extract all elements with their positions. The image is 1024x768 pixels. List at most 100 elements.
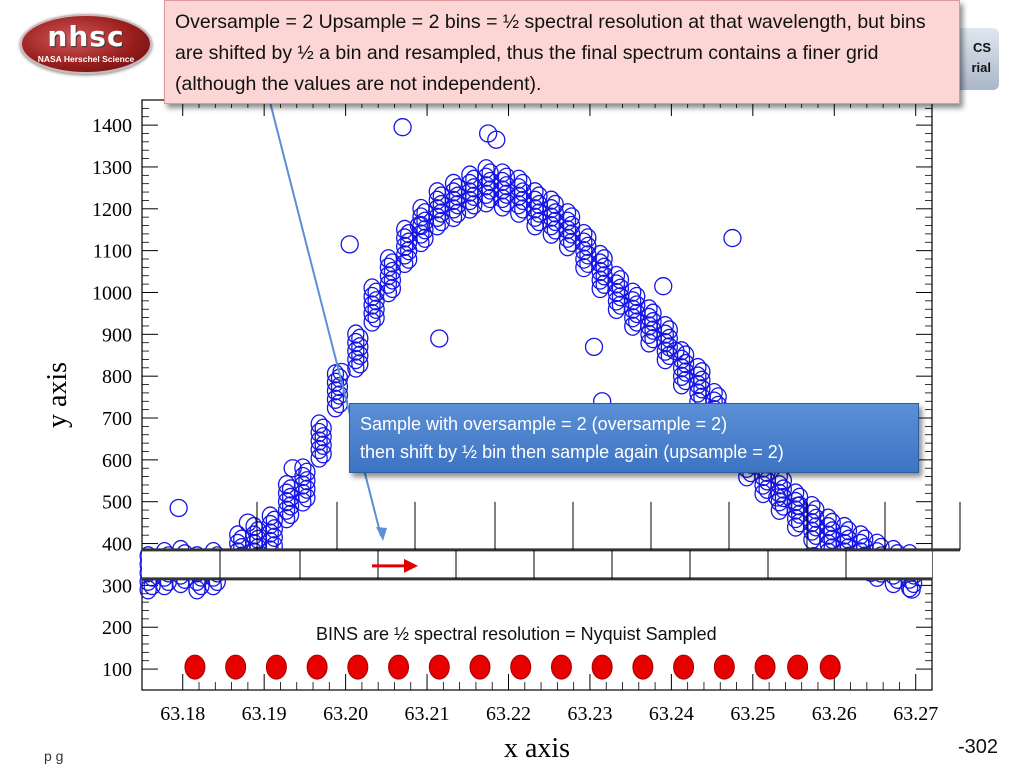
scatter-cluster (310, 414, 332, 468)
scatter-point (542, 190, 560, 210)
scatter-point (542, 199, 560, 219)
scatter-point (428, 216, 446, 236)
scatter-point (607, 274, 626, 294)
bin-dot (306, 654, 328, 680)
scatter-point (693, 379, 711, 399)
scatter-point (644, 312, 662, 332)
y-tick-label: 600 (102, 450, 132, 472)
scatter-point (261, 523, 279, 543)
bin-dot (428, 654, 450, 680)
bin-dot (347, 654, 369, 680)
bin-dot (469, 654, 491, 680)
scatter-point (310, 414, 328, 434)
y-tick-label: 1200 (92, 199, 132, 221)
logo-subtitle: NASA Herschel Science (37, 54, 135, 64)
scatter-point (310, 431, 328, 451)
scatter-point (676, 345, 695, 365)
scatter-point (379, 249, 398, 269)
scatter-point (310, 422, 328, 443)
bin-dot (184, 654, 206, 680)
y-tick-label: 1300 (92, 157, 132, 179)
scatter-point (839, 521, 858, 541)
outlier-point (584, 337, 604, 357)
scatter-point (660, 328, 678, 349)
scatter-point (542, 216, 560, 236)
scatter-point (660, 337, 678, 357)
scatter-point (591, 278, 609, 299)
pointer-arrow-head (376, 527, 387, 541)
scatter-point (526, 182, 544, 202)
bin-dot (673, 654, 695, 680)
scatter-point (396, 228, 414, 248)
scatter-point (298, 479, 316, 499)
scatter-point (481, 171, 499, 192)
plot-frame (141, 99, 933, 691)
outlier-point (723, 228, 742, 248)
scatter-point (379, 257, 398, 277)
scatter-point (432, 211, 450, 232)
scatter-point (265, 527, 283, 547)
scatter-point (379, 283, 398, 303)
scatter-point (607, 265, 626, 286)
bin-dot (754, 654, 776, 680)
scatter-point (351, 337, 369, 357)
y-tick-label: 900 (102, 324, 132, 346)
scatter-point (363, 303, 381, 324)
scatter-point (510, 195, 528, 215)
bin-dot (510, 654, 532, 680)
x-tick-label: 63.20 (323, 703, 368, 725)
scatter-point (624, 282, 642, 302)
scatter-cluster (624, 282, 646, 336)
scatter-point (363, 295, 381, 315)
scatter-point (611, 270, 630, 290)
scatter-point (139, 580, 157, 600)
scatter-point (265, 519, 283, 539)
outlier-point (788, 496, 807, 516)
outlier-point (768, 488, 787, 507)
scatter-point (281, 504, 300, 525)
outlier-point (340, 235, 359, 254)
scatter-point (660, 320, 678, 340)
bin-dot (591, 654, 613, 680)
scatter-cluster (444, 173, 467, 228)
scatter-point (367, 308, 385, 328)
bin-dot (388, 654, 410, 680)
scatter-point (477, 167, 495, 187)
scatter-point (481, 163, 499, 183)
y-tick-label: 1000 (92, 282, 132, 304)
scatter-cluster (379, 249, 402, 303)
outlier-point (393, 118, 412, 137)
scatter-point (298, 462, 316, 482)
scatter-point (562, 207, 581, 227)
scatter-point (347, 358, 365, 378)
y-tick-label: 1400 (92, 115, 132, 137)
scatter-point (579, 228, 597, 248)
scatter-point (611, 278, 630, 298)
scatter-point (477, 176, 495, 196)
x-tick-label: 63.25 (730, 703, 775, 725)
scatter-point (558, 211, 577, 231)
bin-dot (225, 654, 247, 680)
outlier-point (283, 459, 302, 478)
scatter-point (575, 249, 593, 269)
y-tick-label: 200 (102, 617, 132, 639)
scatter-point (477, 159, 495, 179)
scatter-point (656, 324, 674, 344)
outlier-point (409, 216, 429, 235)
scatter-cluster (363, 278, 385, 332)
x-tick-label: 63.23 (567, 703, 612, 725)
scatter-point (448, 203, 467, 223)
scatter-point (852, 525, 870, 545)
y-axis-label: y axis (42, 362, 73, 428)
scatter-point (640, 307, 658, 328)
scatter-point (314, 427, 332, 447)
scatter-point (644, 303, 662, 323)
scatter-point (803, 521, 821, 541)
scatter-point (693, 370, 711, 390)
scatter-point (628, 286, 646, 307)
scatter-point (656, 316, 674, 336)
sample-callout: Sample with oversample = 2 (oversample =… (349, 403, 919, 473)
nhsc-logo: nhsc NASA Herschel Science (20, 14, 152, 74)
scatter-point (383, 278, 402, 299)
